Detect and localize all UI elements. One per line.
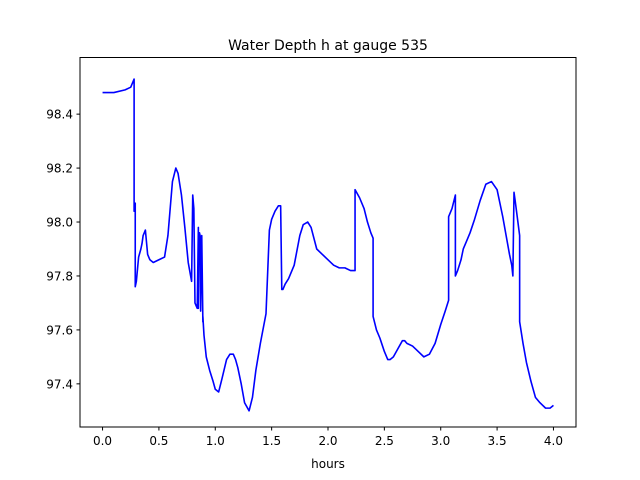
x-tick-label: 0.5 [149,434,168,448]
y-tick-label: 97.6 [46,323,73,337]
y-tick-label: 98.4 [46,108,73,122]
y-tick-label: 97.4 [46,377,73,391]
y-tick-label: 98.0 [46,216,73,230]
x-tick-label: 1.5 [262,434,281,448]
axes-frame [79,57,577,428]
series-line [102,78,554,412]
chart-title: Water Depth h at gauge 535 [228,38,428,54]
x-tick-label: 3.5 [488,434,507,448]
y-tick-label: 97.8 [46,269,73,283]
x-axis-label: hours [311,457,345,471]
x-tick-label: 1.0 [206,434,225,448]
series-layer [102,78,554,412]
x-axis: 0.0 0.5 1.0 1.5 2.0 2.5 3.0 3.5 4.0 [93,427,563,448]
x-tick-label: 3.0 [431,434,450,448]
x-tick-label: 4.0 [544,434,563,448]
y-axis: 97.4 97.6 97.8 98.0 98.2 98.4 [46,108,80,391]
x-tick-label: 2.5 [375,434,394,448]
x-tick-label: 2.0 [318,434,337,448]
x-tick-label: 0.0 [93,434,112,448]
y-tick-label: 98.2 [46,162,73,176]
